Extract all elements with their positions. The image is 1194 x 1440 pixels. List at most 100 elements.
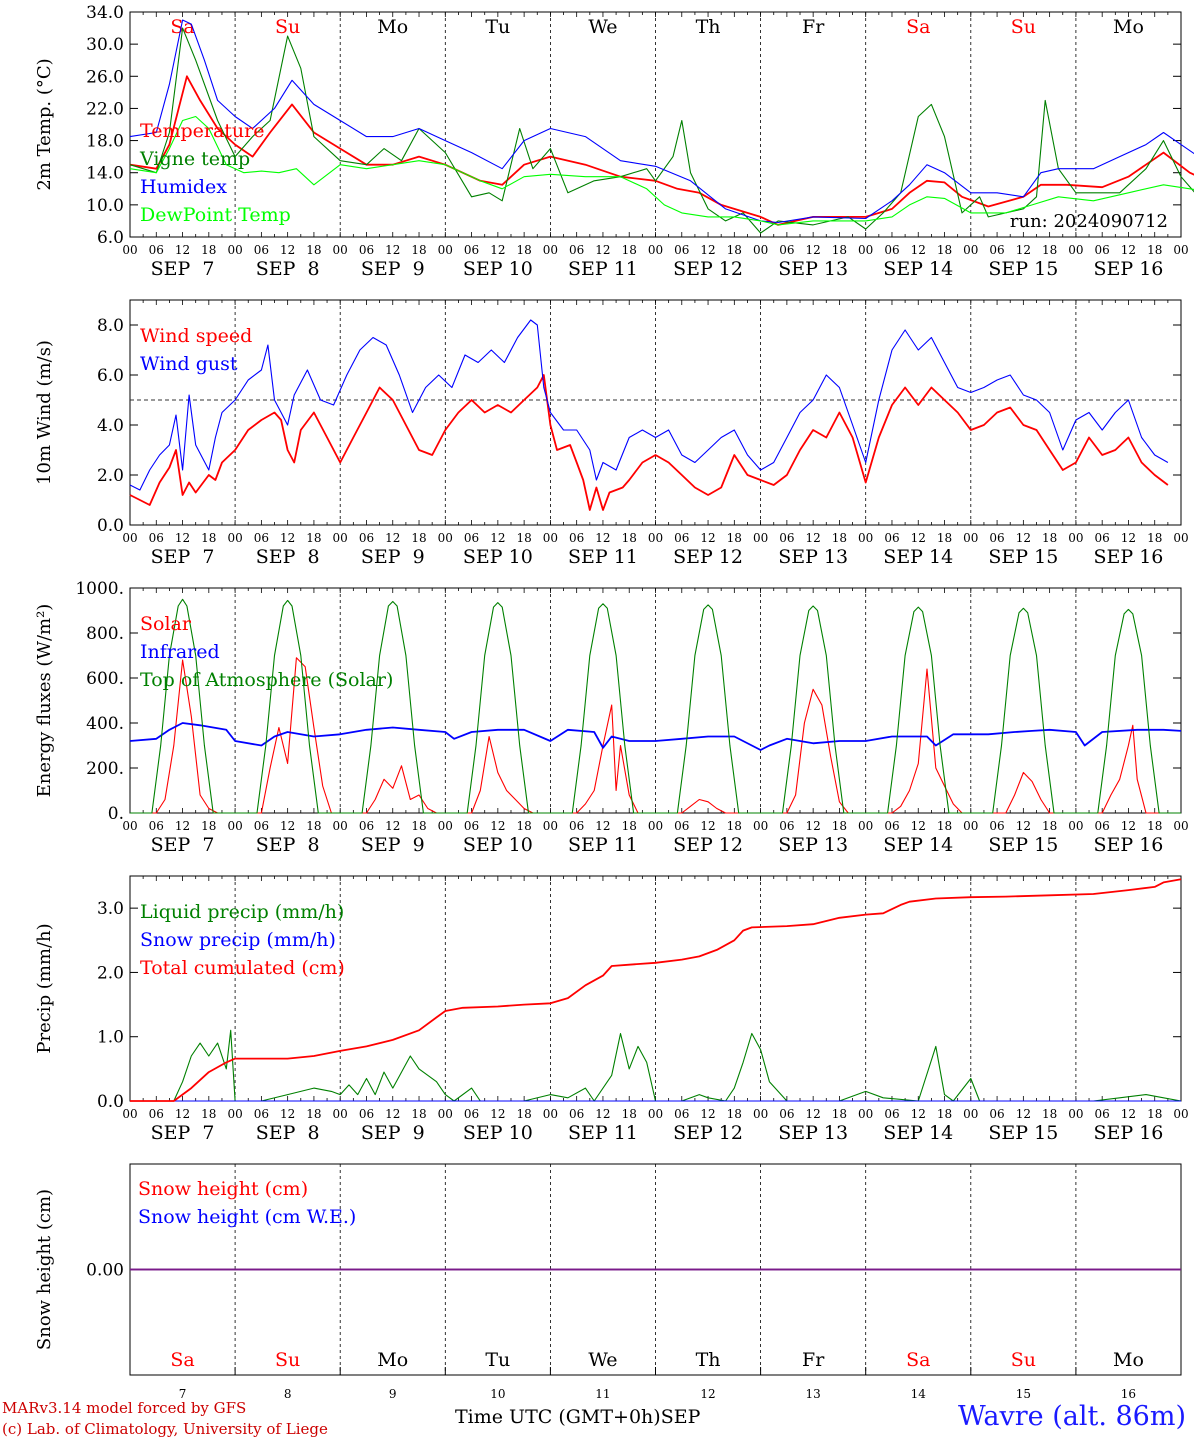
date-label: SEP 9 (361, 546, 425, 568)
weekday-label: Mo (1113, 16, 1144, 38)
hour-tick-label: 18 (516, 819, 531, 833)
hour-tick-label: 06 (149, 243, 164, 257)
date-label: SEP 9 (361, 258, 425, 280)
y-tick-label: 8.0 (97, 316, 124, 336)
hour-tick-label: 12 (911, 531, 926, 545)
hour-tick-label: 06 (884, 1107, 899, 1121)
hour-tick-label: 00 (858, 243, 873, 257)
hour-tick-label: 12 (806, 243, 821, 257)
hour-tick-label: 06 (989, 1107, 1004, 1121)
hour-tick-label: 12 (1016, 1107, 1031, 1121)
hour-tick-label: 06 (779, 531, 794, 545)
y-tick-label: 2.0 (97, 963, 124, 983)
date-number-label: 13 (806, 1387, 821, 1401)
hour-tick-label: 00 (648, 531, 663, 545)
hour-tick-label: 00 (753, 819, 768, 833)
y-axis-label: Snow height (cm) (34, 1189, 55, 1350)
weekday-label: Su (1011, 1349, 1036, 1371)
hour-tick-label: 18 (727, 531, 742, 545)
hour-tick-label: 12 (595, 531, 610, 545)
hour-tick-label: 12 (700, 819, 715, 833)
hour-tick-label: 12 (385, 819, 400, 833)
hour-tick-label: 00 (1068, 819, 1083, 833)
legend-entry: DewPoint Temp (140, 204, 291, 226)
y-tick-label: 800. (86, 624, 124, 644)
hour-tick-label: 06 (254, 531, 269, 545)
weekday-label: Tu (485, 1349, 510, 1371)
hour-tick-label: 12 (806, 819, 821, 833)
hour-tick-label: 12 (175, 531, 190, 545)
date-label: SEP 7 (151, 258, 215, 280)
hour-tick-label: 12 (175, 1107, 190, 1121)
hour-tick-label: 18 (727, 1107, 742, 1121)
hour-tick-label: 00 (1068, 243, 1083, 257)
date-label: SEP 8 (256, 1122, 320, 1144)
y-tick-label: 0.0 (97, 1092, 124, 1112)
hour-tick-label: 06 (884, 819, 899, 833)
y-tick-label: 6.0 (97, 228, 124, 248)
hour-tick-label: 18 (1147, 1107, 1162, 1121)
hour-tick-label: 00 (858, 1107, 873, 1121)
y-tick-label: 1.0 (97, 1028, 124, 1048)
hour-tick-label: 06 (254, 819, 269, 833)
hour-tick-label: 00 (227, 819, 242, 833)
hour-tick-label: 12 (280, 819, 295, 833)
hour-tick-label: 12 (490, 1107, 505, 1121)
y-tick-label: 1000. (75, 579, 124, 599)
hour-tick-label: 12 (806, 1107, 821, 1121)
hour-tick-label: 06 (989, 531, 1004, 545)
hour-tick-label: 18 (306, 1107, 321, 1121)
y-tick-label: 0. (108, 804, 124, 824)
legend-entry: Infrared (140, 641, 220, 663)
weekday-label: Th (696, 16, 721, 38)
weekday-label: Mo (377, 16, 408, 38)
hour-tick-label: 00 (648, 819, 663, 833)
hour-tick-label: 00 (648, 243, 663, 257)
hour-tick-label: 12 (385, 1107, 400, 1121)
date-label: SEP 16 (1094, 834, 1164, 856)
weekday-label: We (588, 1349, 617, 1371)
y-tick-label: 400. (86, 714, 124, 734)
hour-tick-label: 06 (779, 1107, 794, 1121)
hour-tick-label: 12 (1016, 819, 1031, 833)
legend-entry: Snow precip (mm/h) (140, 929, 336, 951)
plot-frame (129, 299, 1182, 526)
hour-tick-label: 18 (937, 243, 952, 257)
date-label: SEP 10 (463, 546, 533, 568)
series-line (129, 115, 1194, 226)
hour-tick-label: 12 (385, 531, 400, 545)
date-label: SEP 7 (151, 546, 215, 568)
hour-tick-label: 00 (648, 1107, 663, 1121)
hour-tick-label: 00 (753, 243, 768, 257)
legend-entry: Total cumulated (cm) (140, 957, 345, 979)
weekday-label: Mo (377, 1349, 408, 1371)
y-tick-label: 0.0 (97, 516, 124, 536)
y-tick-label: 14.0 (86, 164, 124, 184)
series-line (129, 27, 1194, 234)
series-line (129, 374, 1169, 511)
legend-entry: Vigne temp (139, 148, 250, 170)
hour-tick-label: 00 (543, 1107, 558, 1121)
hour-tick-label: 06 (359, 819, 374, 833)
hour-tick-label: 06 (254, 243, 269, 257)
hour-tick-label: 18 (727, 819, 742, 833)
hour-tick-label: 06 (149, 819, 164, 833)
copyright-credit: (c) Lab. of Climatology, University of L… (2, 1420, 328, 1438)
hour-tick-label: 00 (333, 243, 348, 257)
date-label: SEP 10 (463, 1122, 533, 1144)
hour-tick-label: 06 (569, 531, 584, 545)
date-label: SEP 15 (988, 1122, 1058, 1144)
legend-entry: Top of Atmosphere (Solar) (140, 669, 393, 691)
hour-tick-label: 06 (674, 1107, 689, 1121)
weekday-label: Sa (170, 16, 194, 38)
hour-tick-label: 12 (1121, 819, 1136, 833)
weekday-label: Th (696, 1349, 721, 1371)
hour-tick-label: 12 (911, 1107, 926, 1121)
hour-tick-label: 12 (1016, 243, 1031, 257)
date-label: SEP 8 (256, 258, 320, 280)
date-label: SEP 12 (673, 546, 743, 568)
hour-tick-label: 12 (1016, 531, 1031, 545)
hour-tick-label: 06 (359, 243, 374, 257)
hour-tick-label: 12 (911, 819, 926, 833)
hour-tick-label: 06 (569, 243, 584, 257)
